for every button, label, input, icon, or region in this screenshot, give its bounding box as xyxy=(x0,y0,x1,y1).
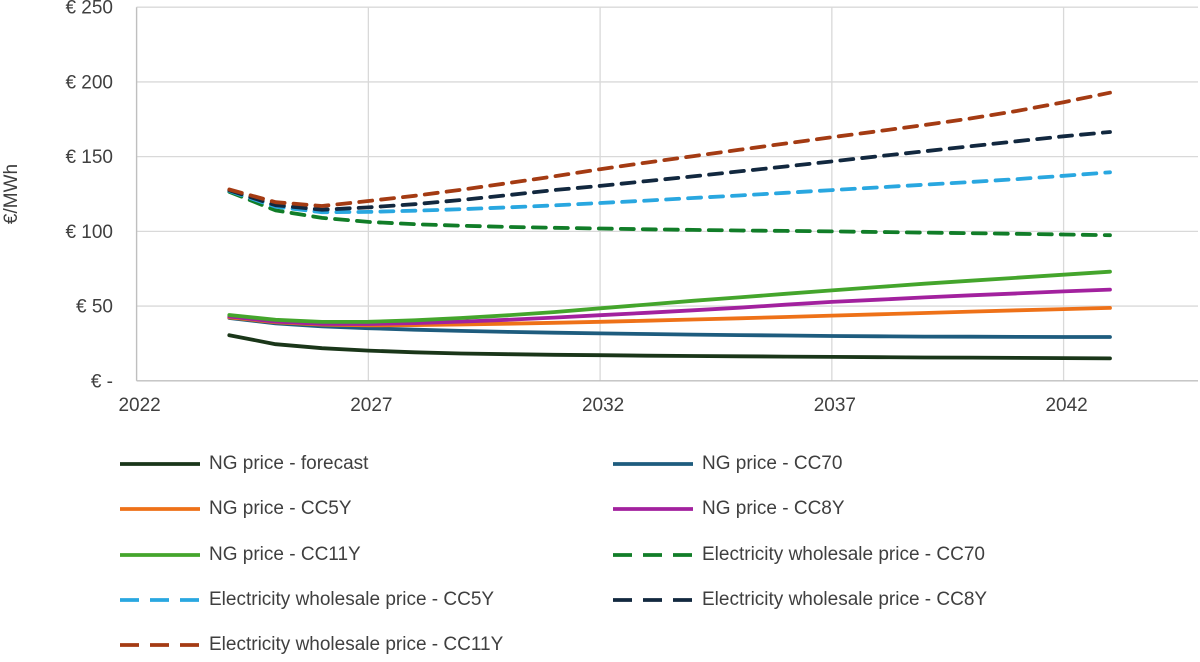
legend-swatch-ng-cc11y xyxy=(120,553,200,557)
legend-item-el-cc11y: Electricity wholesale price - CC11Y xyxy=(120,632,503,658)
series-line-ng-cc70 xyxy=(227,316,1112,339)
legend-item-el-cc5y: Electricity wholesale price - CC5Y xyxy=(120,587,494,613)
price-chart-plot: € 250 € 200 € 150 € 100 € 50 € - 2022 2027 2032… xyxy=(1,0,1198,416)
y-tick-label-250: € 250 xyxy=(65,0,113,19)
series-line-el-cc70 xyxy=(227,189,1112,238)
legend-item-ng-cc11y: NG price - CC11Y xyxy=(120,542,361,568)
x-tick-label-2037: 2037 xyxy=(814,395,856,416)
series-lines xyxy=(227,90,1112,361)
legend-swatch-el-cc8y xyxy=(613,598,693,602)
x-tick-label-2027: 2027 xyxy=(350,395,392,416)
legend-item-el-cc70: Electricity wholesale price - CC70 xyxy=(613,542,985,568)
x-tick-label-2022: 2022 xyxy=(118,395,160,416)
legend-label: Electricity wholesale price - CC11Y xyxy=(209,634,504,655)
legend-label: Electricity wholesale price - CC70 xyxy=(702,544,985,565)
series-line-ng-cc8y xyxy=(227,287,1112,326)
y-tick-label-50: € 50 xyxy=(76,297,113,318)
series-line-ng-cc11y xyxy=(227,269,1112,324)
y-tick-label-200: € 200 xyxy=(65,72,113,93)
legend-swatch-ng-cc70 xyxy=(613,462,693,466)
x-tick-label-2032: 2032 xyxy=(582,395,624,416)
legend-item-ng-forecast: NG price - forecast xyxy=(120,451,368,477)
y-axis-title: €/MWh xyxy=(1,164,22,224)
legend-label: Electricity wholesale price - CC5Y xyxy=(209,589,495,610)
y-axis-tick-labels: € 250 € 200 € 150 € 100 € 50 € - xyxy=(65,0,113,392)
legend-swatch-ng-forecast xyxy=(120,462,200,466)
legend-item-ng-cc70: NG price - CC70 xyxy=(613,451,842,477)
legend-label: NG price - CC8Y xyxy=(702,498,845,519)
legend-swatch-ng-cc8y xyxy=(613,507,693,511)
legend-item-el-cc8y: Electricity wholesale price - CC8Y xyxy=(613,587,987,613)
series-line-ng-forecast xyxy=(227,333,1112,361)
legend-label: NG price - CC11Y xyxy=(209,544,361,565)
y-tick-label-100: € 100 xyxy=(65,222,113,243)
legend-swatch-el-cc5y xyxy=(120,598,200,602)
series-line-el-cc5y xyxy=(227,170,1112,215)
legend-swatch-el-cc11y xyxy=(120,643,200,647)
y-tick-label-150: € 150 xyxy=(65,147,113,168)
gridlines xyxy=(136,6,1198,381)
legend-label: NG price - CC70 xyxy=(702,453,843,474)
axis-lines xyxy=(135,7,1198,382)
legend-item-ng-cc5y: NG price - CC5Y xyxy=(120,496,352,522)
x-tick-label-2042: 2042 xyxy=(1045,395,1087,416)
y-tick-label-0: € - xyxy=(91,371,113,392)
legend-label: NG price - forecast xyxy=(209,453,369,474)
legend-label: NG price - CC5Y xyxy=(209,498,352,519)
legend-label: Electricity wholesale price - CC8Y xyxy=(702,589,988,610)
series-line-el-cc8y xyxy=(227,130,1112,212)
legend-swatch-el-cc70 xyxy=(613,553,693,557)
series-line-el-cc11y xyxy=(227,90,1112,208)
legend-item-ng-cc8y: NG price - CC8Y xyxy=(613,496,845,522)
legend-swatch-ng-cc5y xyxy=(120,507,200,511)
x-axis-tick-labels: 2022 2027 2032 2037 2042 xyxy=(118,395,1087,416)
